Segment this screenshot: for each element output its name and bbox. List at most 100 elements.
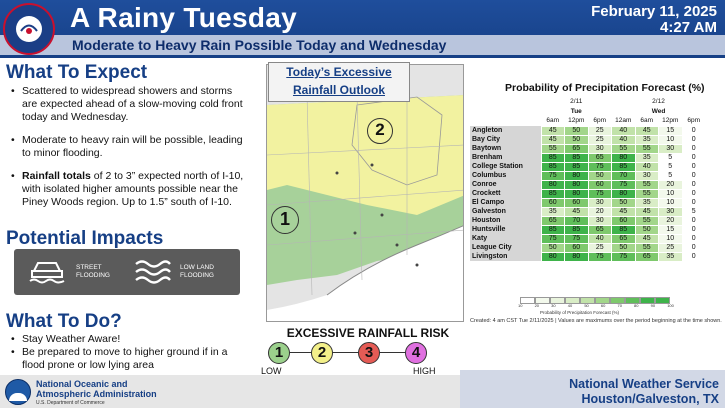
noaa-name-line1: National Oceanic and xyxy=(36,379,128,389)
pop-time-header: 6am xyxy=(546,117,560,125)
pop-value: 50 xyxy=(634,224,659,235)
pop-value: 10 xyxy=(658,134,683,145)
pop-row: Katy 75 75 40 65 45 10 0 xyxy=(470,233,706,244)
nws-office-line2: Houston/Galveston, TX xyxy=(581,392,719,406)
noaa-logo xyxy=(5,379,31,405)
noaa-name-line2: Atmospheric Administration xyxy=(36,389,157,399)
pop-legend-swatch xyxy=(595,297,610,304)
risk-level-3: 3 xyxy=(358,342,380,364)
expect-list: Scattered to widespread showers and stor… xyxy=(10,85,246,219)
pop-value: 60 xyxy=(564,197,589,208)
pop-value: 75 xyxy=(540,170,565,181)
pop-time-header: 12pm xyxy=(568,117,585,125)
pop-value: 65 xyxy=(540,215,565,226)
pop-legend-tick: 80 xyxy=(634,303,639,308)
pop-row: Conroe 80 80 60 75 55 20 0 xyxy=(470,179,706,190)
pop-value: 80 xyxy=(564,188,589,199)
pop-value: 0 xyxy=(681,161,706,172)
pop-location: Columbus xyxy=(470,171,541,180)
risk-high-label: HIGH xyxy=(413,366,436,376)
pop-value: 55 xyxy=(634,179,659,190)
pop-value: 40 xyxy=(587,233,612,244)
pop-row: Crockett 85 80 75 80 55 10 0 xyxy=(470,188,706,199)
pop-value: 75 xyxy=(587,188,612,199)
issue-time: 4:27 AM xyxy=(660,19,717,36)
expect-bullet: Scattered to widespread showers and stor… xyxy=(10,85,246,124)
pop-value: 45 xyxy=(540,134,565,145)
pop-value: 55 xyxy=(540,143,565,154)
pop-legend-tick: 100 xyxy=(667,303,674,308)
pop-value: 35 xyxy=(634,152,659,163)
pop-value: 85 xyxy=(540,161,565,172)
risk-low-label: LOW xyxy=(261,366,282,376)
pop-value: 60 xyxy=(587,179,612,190)
pop-value: 75 xyxy=(611,179,636,190)
pop-value: 10 xyxy=(658,233,683,244)
pop-legend-tick: 90 xyxy=(650,303,656,308)
map-title-line1: Today’s Excessive xyxy=(286,65,392,79)
pop-legend-swatch xyxy=(610,297,625,304)
expect-heading: What To Expect xyxy=(6,62,148,83)
pop-row: Bay City 45 50 25 40 35 10 0 xyxy=(470,134,706,145)
pop-time-header: 12pm xyxy=(662,117,679,125)
pop-value: 80 xyxy=(564,179,589,190)
pop-value: 80 xyxy=(611,152,636,163)
issue-date: February 11, 2025 xyxy=(591,3,717,20)
pop-value: 80 xyxy=(540,179,565,190)
pop-legend-tick: 40 xyxy=(567,303,573,308)
pop-value: 85 xyxy=(540,224,565,235)
pop-location: Livingston xyxy=(470,252,541,261)
pop-legend-swatch xyxy=(655,297,670,304)
pop-location: Brenham xyxy=(470,153,541,162)
pop-row: Huntsville 85 85 65 85 50 15 0 xyxy=(470,224,706,235)
pop-value: 25 xyxy=(587,125,612,136)
pop-value: 0 xyxy=(681,179,706,190)
pop-location: Angleton xyxy=(470,126,541,135)
pop-location: Galveston xyxy=(470,207,541,216)
pop-value: 85 xyxy=(611,161,636,172)
pop-row: Baytown 55 65 30 55 55 30 0 xyxy=(470,143,706,154)
pop-day-2: Wed xyxy=(651,107,666,115)
pop-value: 65 xyxy=(587,152,612,163)
pop-table: 2/11 2/12 Tue Wed 6am 12pm 6pm 12am 6am 12pm 6… xyxy=(470,96,706,262)
pop-location: Bay City xyxy=(470,135,541,144)
pop-value: 0 xyxy=(681,242,706,253)
pop-value: 50 xyxy=(611,242,636,253)
pop-value: 75 xyxy=(540,233,565,244)
pop-value: 35 xyxy=(634,197,659,208)
pop-value: 40 xyxy=(611,125,636,136)
footer-office-band xyxy=(460,370,725,408)
pop-value: 10 xyxy=(658,197,683,208)
impacts-heading: Potential Impacts xyxy=(6,228,164,249)
pop-value: 0 xyxy=(681,134,706,145)
nws-office-line1: National Weather Service xyxy=(569,377,719,391)
risk-marker-2: 2 xyxy=(367,118,393,144)
pop-value: 45 xyxy=(634,233,659,244)
pop-table-title: Probability of Precipitation Forecast (%… xyxy=(505,82,705,94)
nws-logo-center xyxy=(16,16,42,42)
expect-bullet: Moderate to heavy rain will be possible,… xyxy=(10,134,246,160)
pop-value: 80 xyxy=(564,251,589,262)
pop-value: 0 xyxy=(681,197,706,208)
waves-icon xyxy=(135,260,171,284)
subtitle-strip xyxy=(0,35,725,55)
page-title: A Rainy Tuesday xyxy=(70,2,298,33)
pop-value: 85 xyxy=(540,152,565,163)
pop-value: 45 xyxy=(634,206,659,217)
pop-date-1: 2/11 xyxy=(570,97,583,105)
pop-value: 65 xyxy=(634,251,659,262)
pop-value: 15 xyxy=(658,125,683,136)
pop-value: 85 xyxy=(540,188,565,199)
pop-value: 15 xyxy=(658,224,683,235)
pop-value: 0 xyxy=(681,170,706,181)
pop-created-note: Created: 4 am CST Tue 2/11/2025 | Values… xyxy=(470,318,722,324)
pop-value: 40 xyxy=(634,161,659,172)
pop-row: College Station 85 85 75 85 40 5 0 xyxy=(470,161,706,172)
pop-value: 85 xyxy=(611,224,636,235)
pop-value: 50 xyxy=(587,170,612,181)
pop-time-header: 6pm xyxy=(687,117,701,125)
map-title-line2: Rainfall Outlook xyxy=(292,83,385,97)
pop-row: Angleton 45 50 25 40 45 15 0 xyxy=(470,125,706,136)
risk-level-1: 1 xyxy=(268,342,290,364)
pop-location: League City xyxy=(470,243,541,252)
